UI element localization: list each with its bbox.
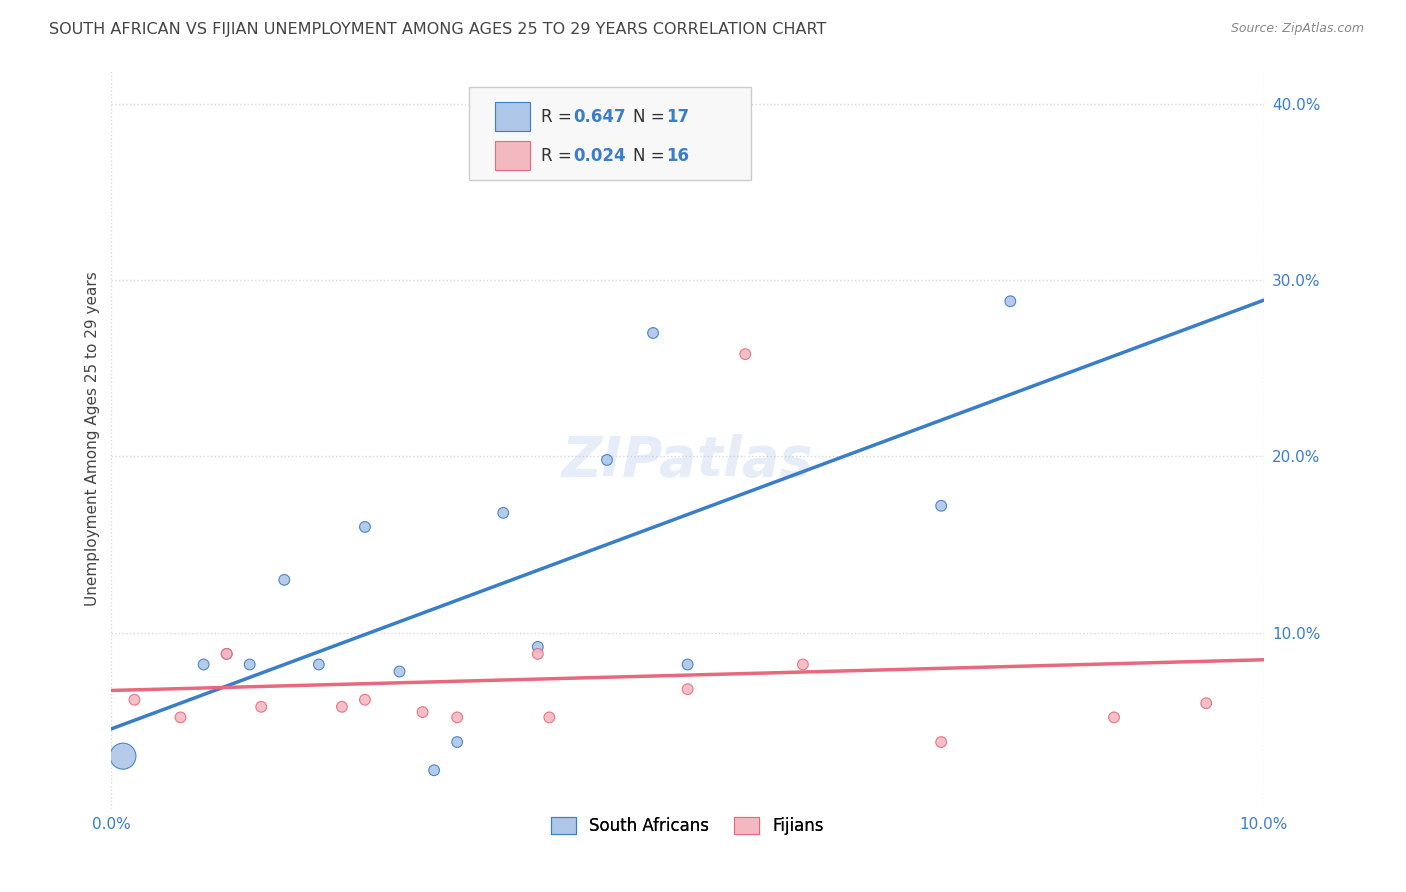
Text: 17: 17 — [666, 108, 689, 126]
Point — [1102, 710, 1125, 724]
Point — [1000, 294, 1022, 309]
Point — [388, 665, 411, 679]
Point — [929, 735, 952, 749]
Point — [527, 640, 550, 654]
Point — [596, 453, 619, 467]
Point — [641, 326, 664, 340]
Text: 16: 16 — [666, 146, 689, 164]
Point — [330, 699, 353, 714]
Text: R =: R = — [541, 146, 578, 164]
Point — [354, 520, 377, 534]
Point — [273, 573, 295, 587]
Point — [423, 764, 446, 778]
Point — [111, 749, 134, 764]
Point — [250, 699, 273, 714]
Text: SOUTH AFRICAN VS FIJIAN UNEMPLOYMENT AMONG AGES 25 TO 29 YEARS CORRELATION CHART: SOUTH AFRICAN VS FIJIAN UNEMPLOYMENT AMO… — [49, 22, 827, 37]
Point — [929, 499, 952, 513]
Text: Source: ZipAtlas.com: Source: ZipAtlas.com — [1230, 22, 1364, 36]
Point — [169, 710, 191, 724]
Text: 0.647: 0.647 — [574, 108, 626, 126]
Point — [527, 647, 550, 661]
Point — [308, 657, 330, 672]
Text: R =: R = — [541, 108, 578, 126]
Point — [215, 647, 238, 661]
Point — [215, 647, 238, 661]
Point — [446, 735, 468, 749]
Point — [354, 692, 377, 706]
Text: N =: N = — [634, 146, 671, 164]
Point — [1195, 696, 1218, 710]
Legend: South Africans, Fijians: South Africans, Fijians — [544, 810, 831, 841]
Text: N =: N = — [634, 108, 671, 126]
FancyBboxPatch shape — [468, 87, 751, 179]
Y-axis label: Unemployment Among Ages 25 to 29 years: Unemployment Among Ages 25 to 29 years — [86, 271, 100, 607]
Point — [676, 682, 699, 697]
Point — [239, 657, 262, 672]
Bar — [495, 102, 530, 131]
Point — [124, 692, 146, 706]
Text: 0.024: 0.024 — [574, 146, 626, 164]
Point — [492, 506, 515, 520]
Point — [538, 710, 561, 724]
Point — [734, 347, 756, 361]
Point — [412, 705, 434, 719]
Point — [446, 710, 468, 724]
Point — [792, 657, 814, 672]
Bar — [495, 141, 530, 170]
Point — [193, 657, 215, 672]
Point — [676, 657, 699, 672]
Text: ZIPatlas: ZIPatlas — [562, 434, 814, 488]
